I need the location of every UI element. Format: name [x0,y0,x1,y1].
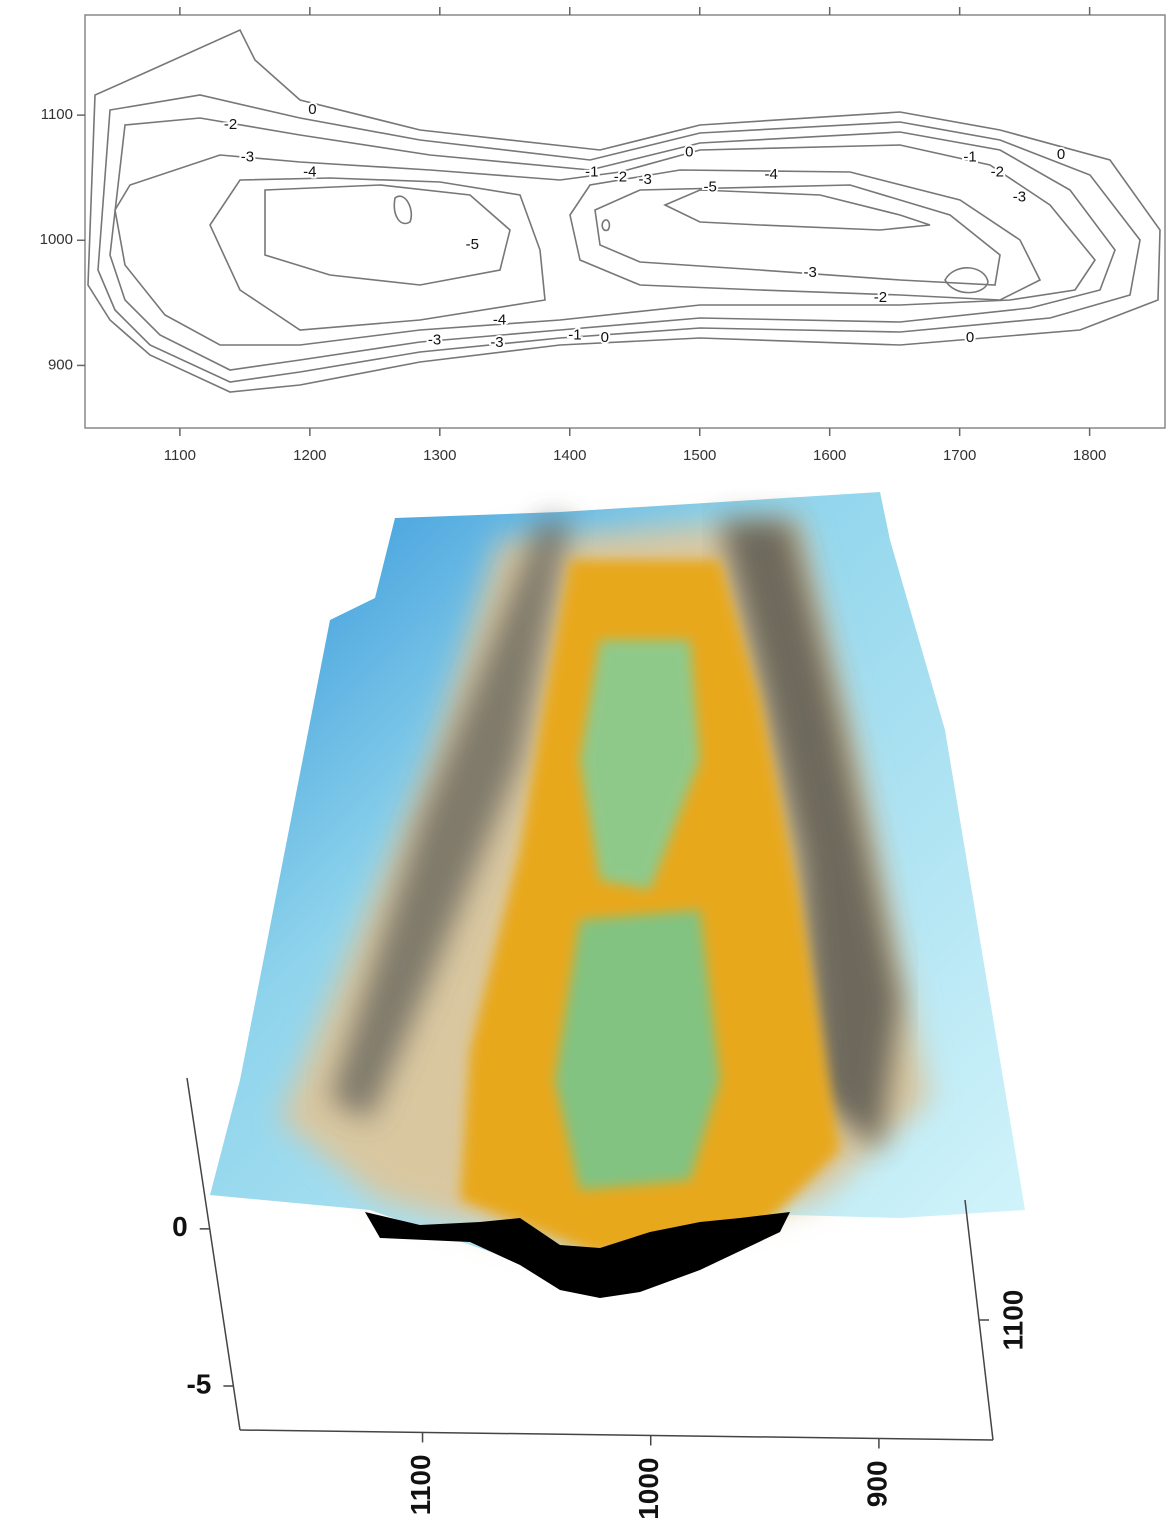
y-tick-label: 1100 [41,106,73,123]
z-tick-label: -5 [186,1368,211,1399]
contour-label: -4 [765,166,778,183]
x-tick-label: 1000 [633,1457,664,1519]
contour-label: -2 [224,116,237,133]
contour-label: -2 [991,164,1004,181]
y-tick-label: 1100 [997,1290,1028,1351]
surface-plot [187,492,1025,1440]
contour-plot [85,15,1165,428]
y-tick-label: 1000 [40,231,73,248]
contour-label: -1 [568,326,581,343]
surface-floor [555,910,720,1190]
contour-label: -4 [303,164,316,181]
contour-label: -5 [466,236,479,253]
x-tick-label: 1600 [813,447,846,464]
x-axis [240,1430,993,1440]
contour-label: -3 [490,334,503,351]
contour-label: -3 [1013,189,1026,206]
x-tick-label: 1500 [683,447,716,464]
contour-label: -1 [585,164,598,181]
contour-label: 0 [308,101,316,118]
contour-label: -2 [874,289,887,306]
contour-label: -4 [493,311,506,328]
contour-label: -3 [638,171,651,188]
x-tick-label: 1100 [405,1454,436,1515]
contour-label: 0 [966,329,974,346]
x-tick-label: 1400 [553,447,586,464]
x-tick-label: 900 [861,1460,892,1507]
contour-label: 0 [601,329,609,346]
contour-label: -5 [703,179,716,196]
x-tick-label: 1300 [423,447,456,464]
contour-label: -3 [804,264,817,281]
z-tick-label: 0 [172,1211,188,1242]
figure: 1100 1200 1300 1400 1500 1600 1700 1800 900 1000 1… [0,0,1170,1535]
page: {"chart_data": [ {"type": "contour", "xl… [0,0,1170,1535]
x-tick-label: 1700 [943,447,976,464]
contour-label: 0 [1057,146,1065,163]
x-tick-label: 1100 [164,447,196,464]
x-tick-label: 1800 [1073,447,1106,464]
plot-frame [85,15,1165,428]
contour-label: -3 [428,331,441,348]
contour-label: -2 [614,169,627,186]
x-tick-label: 1200 [293,447,326,464]
contour-label: -3 [241,149,254,166]
contour-label: -1 [963,149,976,166]
y-tick-label: 900 [48,356,73,373]
contour-label: 0 [685,144,693,161]
